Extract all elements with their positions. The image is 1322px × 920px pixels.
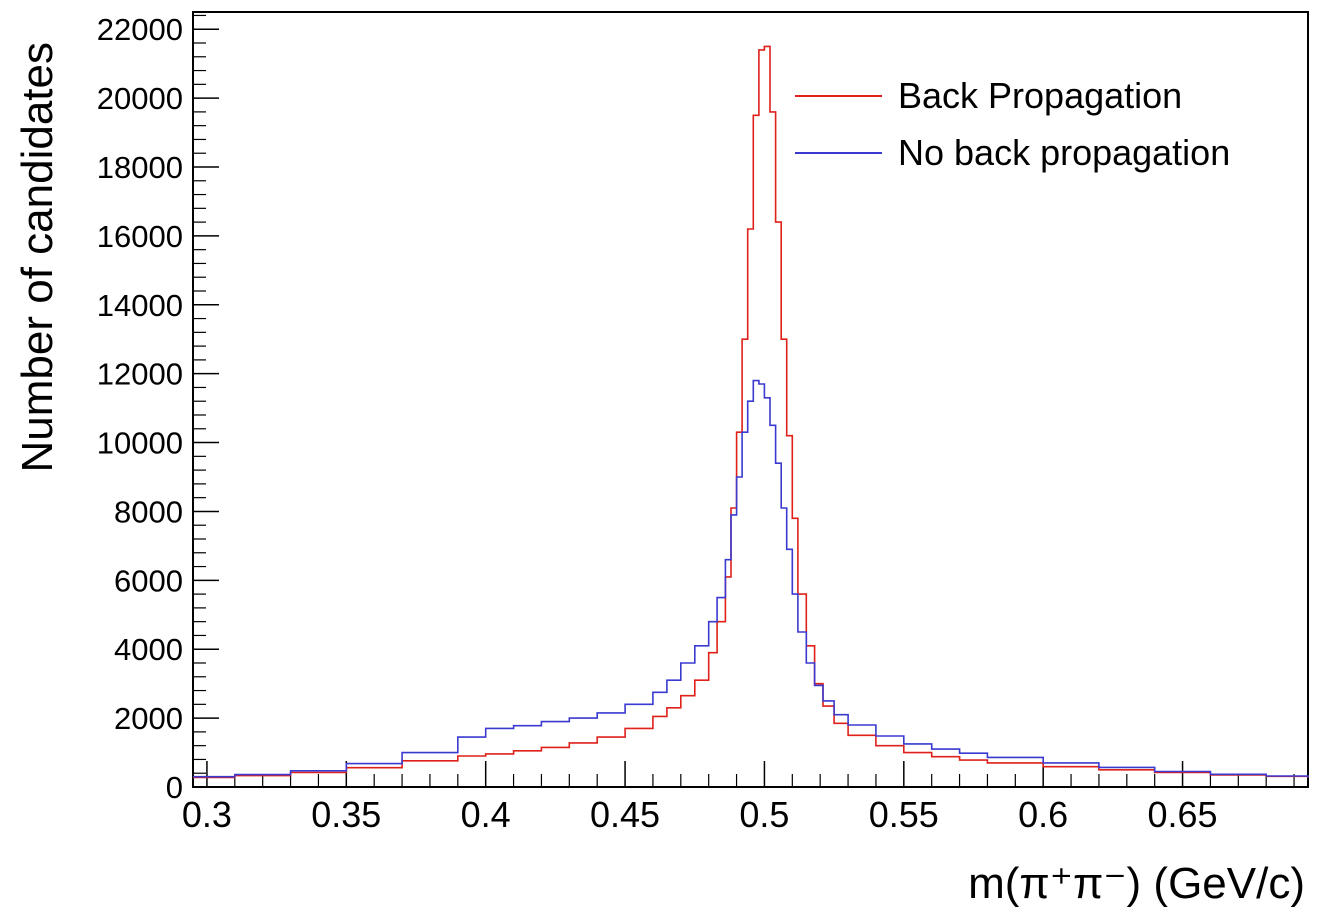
axes-layer: 0 2000 4000 6000 8000 10000 12000 14000 16000 180… (97, 11, 1309, 835)
legend-label-back-propagation: Back Propagation (898, 75, 1182, 116)
y-tick-label: 14000 (97, 288, 183, 323)
plot-frame (192, 11, 1309, 788)
histogram-series-no-back-propagation (193, 379, 1309, 778)
x-tick-label: 0.3 (182, 794, 232, 835)
y-axis-title: Number of candidates (13, 42, 62, 472)
x-axis-title: m(π⁺π⁻) (GeV/c) (968, 859, 1305, 908)
y-tick-label: 18000 (97, 150, 183, 185)
x-tick-label: 0.6 (1018, 794, 1068, 835)
y-tick-label: 6000 (114, 563, 183, 598)
x-tick-label: 0.5 (739, 794, 789, 835)
x-tick-label: 0.55 (869, 794, 939, 835)
y-tick-label: 10000 (97, 426, 183, 461)
series-layer (193, 45, 1309, 779)
y-tick-label: 8000 (114, 494, 183, 529)
x-tick-label: 0.65 (1148, 794, 1218, 835)
x-tick-label: 0.35 (311, 794, 381, 835)
y-tick-label: 0 (166, 770, 183, 805)
y-tick-label: 20000 (97, 81, 183, 116)
x-tick-label: 0.4 (461, 794, 511, 835)
y-tick-label: 12000 (97, 357, 183, 392)
x-tick-label: 0.45 (590, 794, 660, 835)
y-tick-label: 4000 (114, 632, 183, 667)
y-tick-label: 16000 (97, 219, 183, 254)
legend: Back Propagation No back propagation (795, 75, 1230, 173)
histogram-series-back-propagation (193, 45, 1309, 779)
y-tick-label: 22000 (97, 12, 183, 47)
legend-label-no-back-propagation: No back propagation (898, 132, 1230, 173)
y-tick-label: 2000 (114, 701, 183, 736)
